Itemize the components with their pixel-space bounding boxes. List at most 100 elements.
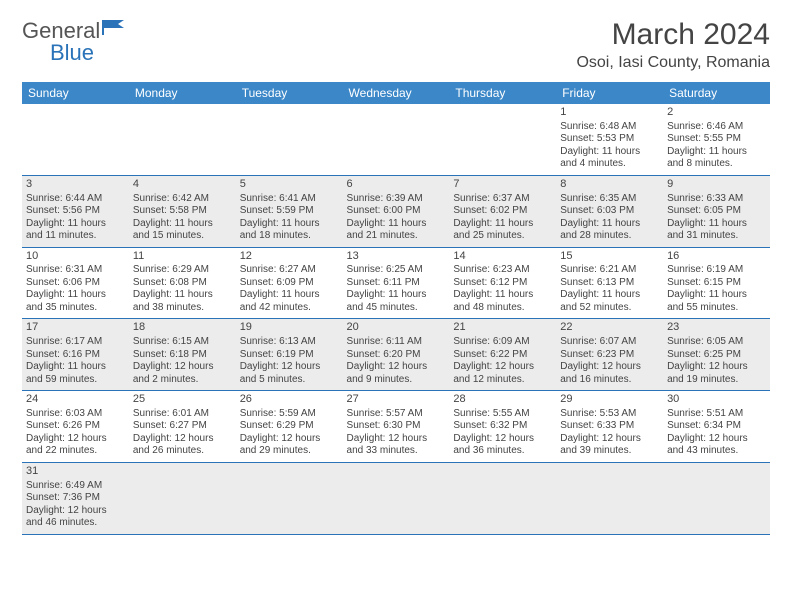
- day-cell: 12Sunrise: 6:27 AMSunset: 6:09 PMDayligh…: [236, 247, 343, 319]
- day-number: 13: [347, 250, 446, 264]
- sunset-text: Sunset: 6:06 PM: [26, 277, 125, 290]
- daylight-text: Daylight: 11 hours and 18 minutes.: [240, 218, 339, 243]
- sunrise-text: Sunrise: 6:49 AM: [26, 480, 125, 493]
- day-cell: 2Sunrise: 6:46 AMSunset: 5:55 PMDaylight…: [663, 104, 770, 175]
- day-number: 14: [453, 250, 552, 264]
- daylight-text: Daylight: 12 hours and 9 minutes.: [347, 361, 446, 386]
- sunrise-text: Sunrise: 6:21 AM: [560, 264, 659, 277]
- empty-cell: [343, 104, 450, 175]
- sunset-text: Sunset: 6:05 PM: [667, 205, 766, 218]
- day-cell: 7Sunrise: 6:37 AMSunset: 6:02 PMDaylight…: [449, 175, 556, 247]
- day-cell: 4Sunrise: 6:42 AMSunset: 5:58 PMDaylight…: [129, 175, 236, 247]
- sunrise-text: Sunrise: 6:48 AM: [560, 121, 659, 134]
- sunset-text: Sunset: 6:25 PM: [667, 349, 766, 362]
- day-cell: 31Sunrise: 6:49 AMSunset: 7:36 PMDayligh…: [22, 462, 129, 534]
- sunset-text: Sunset: 6:15 PM: [667, 277, 766, 290]
- sunset-text: Sunset: 6:30 PM: [347, 420, 446, 433]
- day-cell: 29Sunrise: 5:53 AMSunset: 6:33 PMDayligh…: [556, 391, 663, 463]
- sunrise-text: Sunrise: 6:09 AM: [453, 336, 552, 349]
- day-cell: 19Sunrise: 6:13 AMSunset: 6:19 PMDayligh…: [236, 319, 343, 391]
- day-cell: 1Sunrise: 6:48 AMSunset: 5:53 PMDaylight…: [556, 104, 663, 175]
- sunset-text: Sunset: 6:00 PM: [347, 205, 446, 218]
- day-cell: 8Sunrise: 6:35 AMSunset: 6:03 PMDaylight…: [556, 175, 663, 247]
- empty-cell: [129, 104, 236, 175]
- sunrise-text: Sunrise: 6:25 AM: [347, 264, 446, 277]
- day-cell: 28Sunrise: 5:55 AMSunset: 6:32 PMDayligh…: [449, 391, 556, 463]
- day-header-row: SundayMondayTuesdayWednesdayThursdayFrid…: [22, 82, 770, 104]
- day-header: Sunday: [22, 82, 129, 104]
- sunset-text: Sunset: 6:03 PM: [560, 205, 659, 218]
- sunrise-text: Sunrise: 6:29 AM: [133, 264, 232, 277]
- week-row: 31Sunrise: 6:49 AMSunset: 7:36 PMDayligh…: [22, 462, 770, 534]
- month-title: March 2024: [576, 18, 770, 52]
- sunrise-text: Sunrise: 6:17 AM: [26, 336, 125, 349]
- week-row: 10Sunrise: 6:31 AMSunset: 6:06 PMDayligh…: [22, 247, 770, 319]
- day-cell: 6Sunrise: 6:39 AMSunset: 6:00 PMDaylight…: [343, 175, 450, 247]
- day-header: Saturday: [663, 82, 770, 104]
- daylight-text: Daylight: 12 hours and 43 minutes.: [667, 433, 766, 458]
- sunset-text: Sunset: 6:19 PM: [240, 349, 339, 362]
- day-cell: 21Sunrise: 6:09 AMSunset: 6:22 PMDayligh…: [449, 319, 556, 391]
- sunset-text: Sunset: 6:09 PM: [240, 277, 339, 290]
- daylight-text: Daylight: 11 hours and 55 minutes.: [667, 289, 766, 314]
- daylight-text: Daylight: 11 hours and 59 minutes.: [26, 361, 125, 386]
- day-cell: 13Sunrise: 6:25 AMSunset: 6:11 PMDayligh…: [343, 247, 450, 319]
- sunset-text: Sunset: 6:33 PM: [560, 420, 659, 433]
- day-number: 24: [26, 393, 125, 407]
- day-number: 5: [240, 178, 339, 192]
- flag-icon: [102, 18, 128, 36]
- day-cell: 25Sunrise: 6:01 AMSunset: 6:27 PMDayligh…: [129, 391, 236, 463]
- day-cell: 18Sunrise: 6:15 AMSunset: 6:18 PMDayligh…: [129, 319, 236, 391]
- logo-text-blue: Blue: [50, 40, 128, 66]
- day-header: Thursday: [449, 82, 556, 104]
- sunrise-text: Sunrise: 5:55 AM: [453, 408, 552, 421]
- day-number: 6: [347, 178, 446, 192]
- day-cell: 11Sunrise: 6:29 AMSunset: 6:08 PMDayligh…: [129, 247, 236, 319]
- daylight-text: Daylight: 11 hours and 8 minutes.: [667, 146, 766, 171]
- daylight-text: Daylight: 11 hours and 52 minutes.: [560, 289, 659, 314]
- empty-cell: [22, 104, 129, 175]
- daylight-text: Daylight: 12 hours and 19 minutes.: [667, 361, 766, 386]
- sunset-text: Sunset: 6:20 PM: [347, 349, 446, 362]
- day-cell: 15Sunrise: 6:21 AMSunset: 6:13 PMDayligh…: [556, 247, 663, 319]
- daylight-text: Daylight: 11 hours and 15 minutes.: [133, 218, 232, 243]
- day-number: 19: [240, 321, 339, 335]
- sunrise-text: Sunrise: 6:13 AM: [240, 336, 339, 349]
- day-number: 7: [453, 178, 552, 192]
- sunrise-text: Sunrise: 6:01 AM: [133, 408, 232, 421]
- daylight-text: Daylight: 12 hours and 29 minutes.: [240, 433, 339, 458]
- day-cell: 27Sunrise: 5:57 AMSunset: 6:30 PMDayligh…: [343, 391, 450, 463]
- daylight-text: Daylight: 11 hours and 35 minutes.: [26, 289, 125, 314]
- day-number: 31: [26, 465, 125, 479]
- day-number: 11: [133, 250, 232, 264]
- day-number: 22: [560, 321, 659, 335]
- week-row: 3Sunrise: 6:44 AMSunset: 5:56 PM Daylight…: [22, 175, 770, 247]
- daylight-text: Daylight: 11 hours and 21 minutes.: [347, 218, 446, 243]
- day-cell: 9Sunrise: 6:33 AMSunset: 6:05 PMDaylight…: [663, 175, 770, 247]
- sunrise-text: Sunrise: 6:46 AM: [667, 121, 766, 134]
- sunset-text: Sunset: 6:12 PM: [453, 277, 552, 290]
- day-number: 17: [26, 321, 125, 335]
- day-number: 3: [26, 178, 125, 192]
- sunset-text: Sunset: 5:56 PM: [26, 205, 125, 218]
- day-cell: 14Sunrise: 6:23 AMSunset: 6:12 PMDayligh…: [449, 247, 556, 319]
- empty-cell: [556, 462, 663, 534]
- day-number: 26: [240, 393, 339, 407]
- sunrise-text: Sunrise: 6:31 AM: [26, 264, 125, 277]
- day-cell: 30Sunrise: 5:51 AMSunset: 6:34 PMDayligh…: [663, 391, 770, 463]
- daylight-text: Daylight: 11 hours and 48 minutes.: [453, 289, 552, 314]
- day-number: 2: [667, 106, 766, 120]
- sunrise-text: Sunrise: 6:44 AM: [26, 193, 125, 206]
- daylight-text: Daylight: 12 hours and 22 minutes.: [26, 433, 125, 458]
- sunrise-text: Sunrise: 6:41 AM: [240, 193, 339, 206]
- daylight-text: Daylight: 11 hours and 38 minutes.: [133, 289, 232, 314]
- empty-cell: [449, 462, 556, 534]
- sunset-text: Sunset: 6:23 PM: [560, 349, 659, 362]
- sunset-text: Sunset: 6:26 PM: [26, 420, 125, 433]
- sunset-text: Sunset: 6:11 PM: [347, 277, 446, 290]
- location: Osoi, Iasi County, Romania: [576, 54, 770, 72]
- daylight-text: Daylight: 12 hours and 26 minutes.: [133, 433, 232, 458]
- day-cell: 5Sunrise: 6:41 AMSunset: 5:59 PMDaylight…: [236, 175, 343, 247]
- sunrise-text: Sunrise: 5:57 AM: [347, 408, 446, 421]
- sunset-text: Sunset: 6:32 PM: [453, 420, 552, 433]
